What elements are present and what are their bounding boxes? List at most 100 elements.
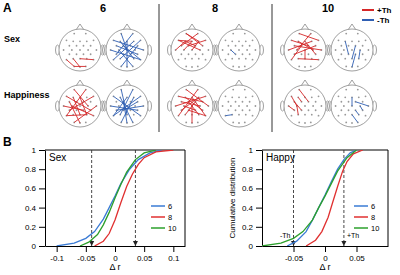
scalp: [284, 85, 326, 127]
tick: 0.6: [242, 184, 262, 193]
chart-title: Happy: [266, 152, 295, 163]
scalp: [218, 85, 260, 127]
tick-label: 0.1: [168, 254, 180, 263]
electrode: [310, 66, 312, 68]
legend-swatch: [362, 9, 374, 11]
legend-swatch: [151, 205, 165, 207]
cdf-line: [262, 150, 357, 246]
connection: [225, 114, 232, 116]
electrode: [340, 109, 342, 111]
scalp: [171, 29, 213, 71]
electrode: [315, 109, 317, 111]
tick-label: 0.2: [242, 223, 254, 232]
tick-label: 0.8: [242, 165, 254, 174]
electrode: [222, 105, 224, 107]
tick: -0.05: [285, 246, 304, 263]
electrode: [238, 40, 240, 42]
electrode: [312, 105, 314, 107]
legend-swatch: [362, 19, 374, 21]
electrode: [335, 49, 337, 51]
connection: [305, 50, 306, 59]
tick: 0.6: [25, 184, 45, 193]
electrode: [252, 59, 254, 61]
tick: 0.4: [242, 204, 262, 213]
connection: [186, 34, 202, 46]
column-label: 8: [212, 2, 218, 14]
connection: [124, 102, 138, 111]
tick: 0: [249, 242, 262, 251]
threshold-line: [135, 150, 136, 246]
head: [56, 80, 105, 127]
tick: 0.8: [242, 165, 262, 174]
electrode: [362, 45, 364, 47]
legend-label: +Th: [377, 6, 392, 15]
tick-mark: [256, 227, 262, 228]
electrode: [76, 45, 78, 47]
electrode: [235, 101, 237, 103]
column-label: 6: [100, 2, 106, 14]
electrode: [315, 101, 317, 103]
connection: [291, 46, 301, 60]
scalp: [59, 85, 101, 127]
electrode: [344, 114, 346, 116]
electrode: [304, 114, 306, 116]
tick-mark: [256, 188, 262, 189]
electrode: [134, 105, 136, 107]
electrode: [238, 58, 240, 60]
electrode: [321, 105, 323, 107]
electrode: [338, 115, 340, 117]
electrode: [348, 109, 350, 111]
scalp: [284, 29, 326, 71]
electrode: [348, 101, 350, 103]
electrode: [225, 95, 227, 97]
electrode: [90, 53, 92, 55]
electrode: [244, 89, 246, 91]
electrode: [249, 53, 251, 55]
connection: [74, 106, 96, 122]
tick-label: 0.05: [349, 254, 365, 263]
head: [328, 24, 377, 71]
electrode: [197, 122, 199, 124]
electrode: [338, 39, 340, 41]
cdf-line: [80, 150, 156, 246]
electrode: [238, 122, 240, 124]
tick-mark: [144, 246, 145, 252]
connection: [73, 59, 80, 67]
electrode: [227, 101, 229, 103]
electrode: [368, 49, 370, 51]
x-axis-title: Δ r: [319, 262, 330, 272]
connection: [113, 96, 140, 115]
axis-line: [45, 151, 46, 247]
electrode: [185, 122, 187, 124]
scalp: [106, 85, 148, 127]
head: [328, 80, 377, 127]
x-axis: -0.1-0.0500.050.1: [46, 246, 186, 263]
connection: [120, 40, 140, 58]
threshold-line: [343, 150, 344, 246]
y-axis: 00.20.40.60.81: [242, 146, 263, 251]
electrode: [232, 66, 234, 68]
y-axis-title: Cumulative distribution: [228, 158, 237, 239]
head: [103, 80, 152, 127]
plot-frame: [45, 150, 185, 246]
electrode: [244, 33, 246, 35]
electrode: [343, 105, 345, 107]
connection: [121, 46, 137, 67]
threshold-arrow: [133, 241, 138, 246]
connection: [299, 90, 308, 102]
tick-mark: [115, 246, 116, 252]
connection: [80, 58, 94, 60]
electrode: [188, 53, 190, 55]
connection: [185, 102, 195, 115]
electrode: [252, 115, 254, 117]
electrode: [83, 53, 85, 55]
tick-label: 0.05: [137, 254, 153, 263]
electrode: [242, 45, 244, 47]
electrode: [245, 96, 247, 98]
scalp: [106, 29, 148, 71]
chart-title: Sex: [49, 152, 66, 163]
tick-mark: [357, 246, 358, 252]
electrode: [351, 49, 353, 51]
tick-mark: [86, 246, 87, 252]
electrode: [340, 45, 342, 47]
